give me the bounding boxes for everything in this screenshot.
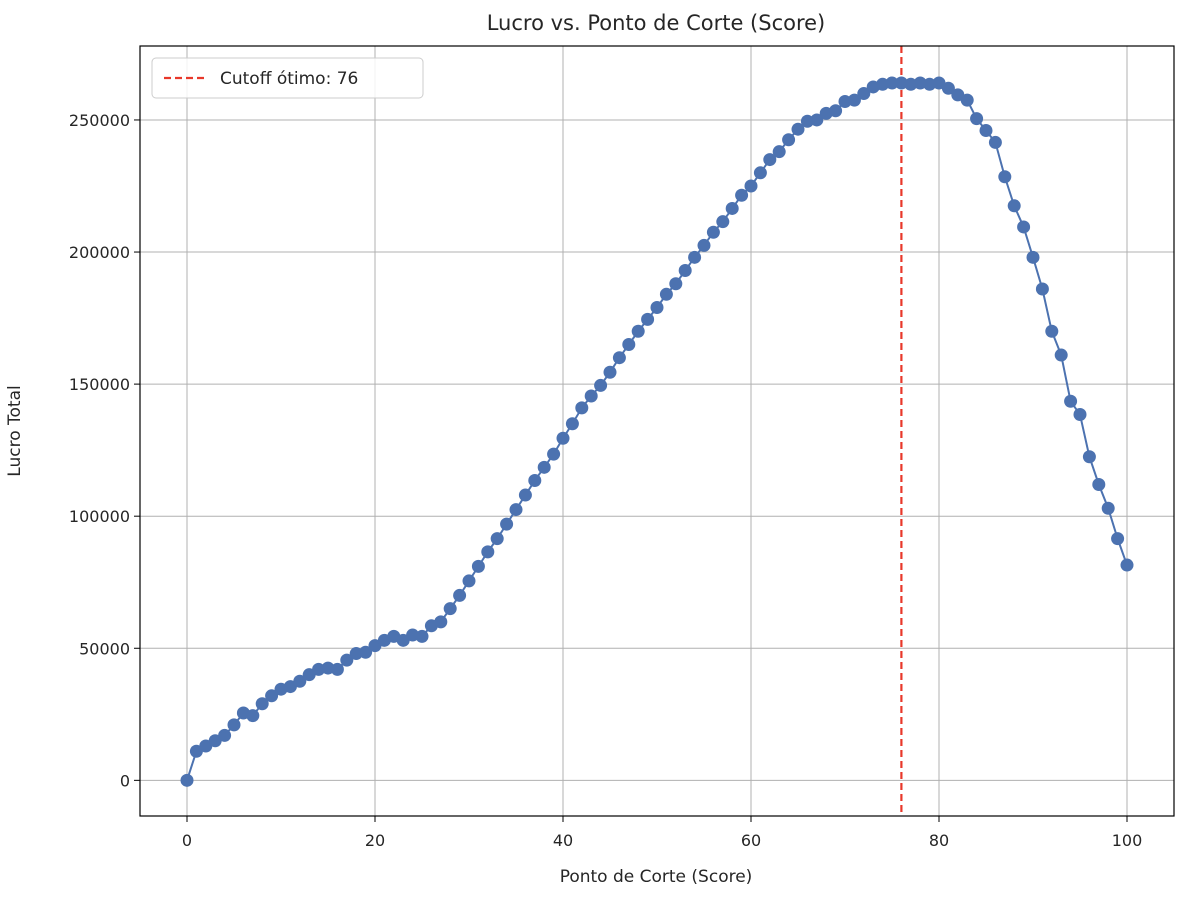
data-point: [725, 201, 739, 215]
series-layer: [180, 76, 1134, 787]
ticks: 0 20 40 60 80 100 0 50000 100000 150000 200000 2500…: [69, 111, 1142, 850]
x-axis-label: Ponto de Corte (Score): [560, 867, 753, 887]
data-point: [575, 401, 589, 415]
data-point: [744, 179, 758, 193]
x-tick-label: 60: [741, 831, 761, 850]
data-point: [810, 113, 824, 127]
data-point: [330, 662, 344, 676]
x-tick-label: 100: [1112, 831, 1143, 850]
legend-box: [151, 57, 424, 99]
data-point: [434, 615, 448, 629]
data-point: [960, 93, 974, 107]
data-point: [1026, 250, 1040, 264]
data-point: [829, 104, 843, 118]
data-point: [772, 145, 786, 159]
plot-frame: [139, 45, 1175, 817]
data-point: [735, 188, 749, 202]
data-point: [293, 674, 307, 688]
data-point: [979, 124, 993, 138]
legend-entry-label: Cutoff ótimo: 76: [220, 69, 358, 89]
data-point: [641, 312, 655, 326]
data-point: [847, 93, 861, 107]
data-point: [1017, 220, 1031, 234]
y-tick-label: 50000: [79, 639, 130, 658]
data-point: [1054, 348, 1068, 362]
data-point: [782, 133, 796, 147]
data-point: [415, 629, 429, 643]
data-point: [678, 264, 692, 278]
x-tick-label: 40: [553, 831, 573, 850]
data-point: [528, 474, 542, 488]
data-point: [988, 135, 1002, 149]
data-point: [359, 645, 373, 659]
data-point: [763, 153, 777, 167]
data-point: [556, 431, 570, 445]
data-point: [669, 277, 683, 291]
data-point: [857, 87, 871, 101]
data-point: [885, 76, 899, 90]
x-tick-label: 20: [365, 831, 385, 850]
y-tick-label: 150000: [69, 375, 130, 394]
data-point: [1007, 199, 1021, 213]
data-point: [1045, 324, 1059, 338]
data-point: [547, 447, 561, 461]
grid: [140, 46, 1174, 816]
data-point: [622, 337, 636, 351]
data-point: [490, 532, 504, 546]
data-point: [462, 574, 476, 588]
data-point: [340, 653, 354, 667]
data-point: [500, 517, 514, 531]
data-point: [265, 689, 279, 703]
data-point: [1082, 450, 1096, 464]
data-point: [1101, 501, 1115, 515]
data-point: [612, 351, 626, 365]
y-tick-label: 0: [120, 771, 130, 790]
data-point: [565, 417, 579, 431]
data-point: [584, 389, 598, 403]
data-point: [594, 378, 608, 392]
data-point: [1064, 394, 1078, 408]
data-point: [1092, 477, 1106, 491]
y-tick-label: 200000: [69, 243, 130, 262]
data-point: [246, 709, 260, 723]
data-point: [537, 460, 551, 474]
legend: Cutoff ótimo: 76: [151, 57, 424, 99]
data-point: [1073, 407, 1087, 421]
data-point: [716, 215, 730, 229]
data-point: [688, 250, 702, 264]
data-point: [1120, 558, 1134, 572]
data-point: [518, 488, 532, 502]
data-point: [180, 773, 194, 787]
data-point: [471, 559, 485, 573]
data-point: [941, 81, 955, 95]
x-tick-label: 80: [929, 831, 949, 850]
data-point: [1111, 532, 1125, 546]
data-point: [603, 365, 617, 379]
x-tick-label: 0: [182, 831, 192, 850]
chart-title: Lucro vs. Ponto de Corte (Score): [487, 11, 826, 35]
y-tick-label: 250000: [69, 111, 130, 130]
data-point: [443, 602, 457, 616]
data-point: [453, 588, 467, 602]
data-point: [227, 718, 241, 732]
data-point: [659, 287, 673, 301]
data-point: [255, 697, 269, 711]
data-point: [1035, 282, 1049, 296]
data-point: [706, 225, 720, 239]
data-point: [697, 238, 711, 252]
data-point: [481, 545, 495, 559]
data-point: [509, 503, 523, 517]
data-point: [631, 324, 645, 338]
data-point: [650, 301, 664, 315]
data-point: [791, 122, 805, 136]
data-point: [970, 112, 984, 126]
data-point: [753, 166, 767, 180]
y-tick-label: 100000: [69, 507, 130, 526]
data-point: [998, 170, 1012, 184]
data-point: [218, 728, 232, 742]
y-axis-label: Lucro Total: [5, 385, 25, 476]
